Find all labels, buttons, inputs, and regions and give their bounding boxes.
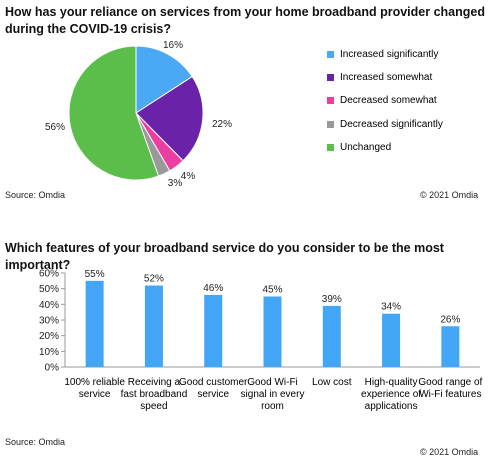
slice-label: 3% — [168, 178, 183, 189]
category-label: Receiving a fast broadband speed — [120, 377, 188, 412]
bar — [144, 285, 163, 367]
bar — [322, 305, 341, 367]
source-note: Source: Omdia — [5, 437, 66, 447]
pie-slice — [68, 45, 160, 181]
bar — [382, 313, 401, 367]
legend-item: Increased significantly — [327, 49, 443, 60]
bar — [85, 280, 104, 367]
bar-value-label: 34% — [381, 302, 401, 313]
bar-value-label: 52% — [144, 274, 164, 285]
legend-label: Increased somewhat — [340, 72, 433, 84]
bar — [441, 326, 460, 367]
category-label: Good Wi-Fi signal in every room — [240, 377, 305, 412]
legend-swatch — [327, 51, 334, 58]
bar-chart-title: Which features of your broadband service… — [5, 241, 444, 272]
bar-value-label: 45% — [262, 285, 282, 296]
legend-item: Decreased significantly — [327, 119, 443, 130]
y-tick-label: 40% — [39, 300, 59, 311]
legend-swatch — [327, 143, 334, 151]
category-label: Low cost — [312, 377, 352, 388]
bar-value-label: 26% — [440, 314, 460, 325]
slice-label: 4% — [181, 171, 196, 182]
legend-item: Decreased somewhat — [327, 95, 443, 106]
bar-value-label: 55% — [85, 269, 105, 280]
legend-label: Decreased somewhat — [340, 95, 437, 107]
slice-label: 16% — [163, 40, 183, 51]
y-tick-label: 20% — [39, 331, 59, 342]
legend-label: Increased significantly — [340, 49, 439, 60]
legend-item: Unchanged — [327, 142, 443, 153]
pie-chart-title: How has your reliance on services from y… — [5, 5, 485, 36]
pie-chart: 16% 22% 4%3% 56% — [45, 40, 232, 189]
y-tick-label: 60% — [39, 269, 59, 280]
category-label: Good range of Wi-Fi features — [418, 377, 483, 400]
y-tick-label: 0% — [45, 363, 60, 374]
legend-label: Decreased significantly — [340, 118, 443, 130]
bar — [204, 294, 223, 367]
bar-value-label: 46% — [203, 283, 223, 294]
category-label: High-quality experience of applications — [361, 377, 422, 412]
pie-slice — [135, 75, 204, 162]
source-note: Source: Omdia — [5, 190, 66, 200]
pie-slice — [135, 45, 193, 114]
bar — [263, 296, 282, 367]
bar-value-label: 39% — [322, 294, 342, 305]
y-tick-label: 30% — [39, 316, 59, 327]
legend-swatch — [327, 74, 334, 82]
category-label: 100% reliable service — [64, 377, 125, 400]
legend-label: Unchanged — [340, 141, 392, 153]
legend-item: Increased somewhat — [327, 72, 443, 83]
copyright-note: © 2021 Omdia — [420, 447, 479, 457]
legend-swatch — [327, 120, 334, 128]
category-label: Good customer service — [179, 377, 248, 400]
legend-swatch — [327, 97, 334, 105]
y-tick-label: 50% — [39, 284, 59, 295]
slice-label: 56% — [45, 122, 65, 133]
slice-label: 22% — [212, 119, 232, 130]
copyright-note: © 2021 Omdia — [420, 190, 479, 200]
y-tick-label: 10% — [39, 347, 59, 358]
pie-legend: Increased significantly Increased somewh… — [327, 49, 443, 165]
